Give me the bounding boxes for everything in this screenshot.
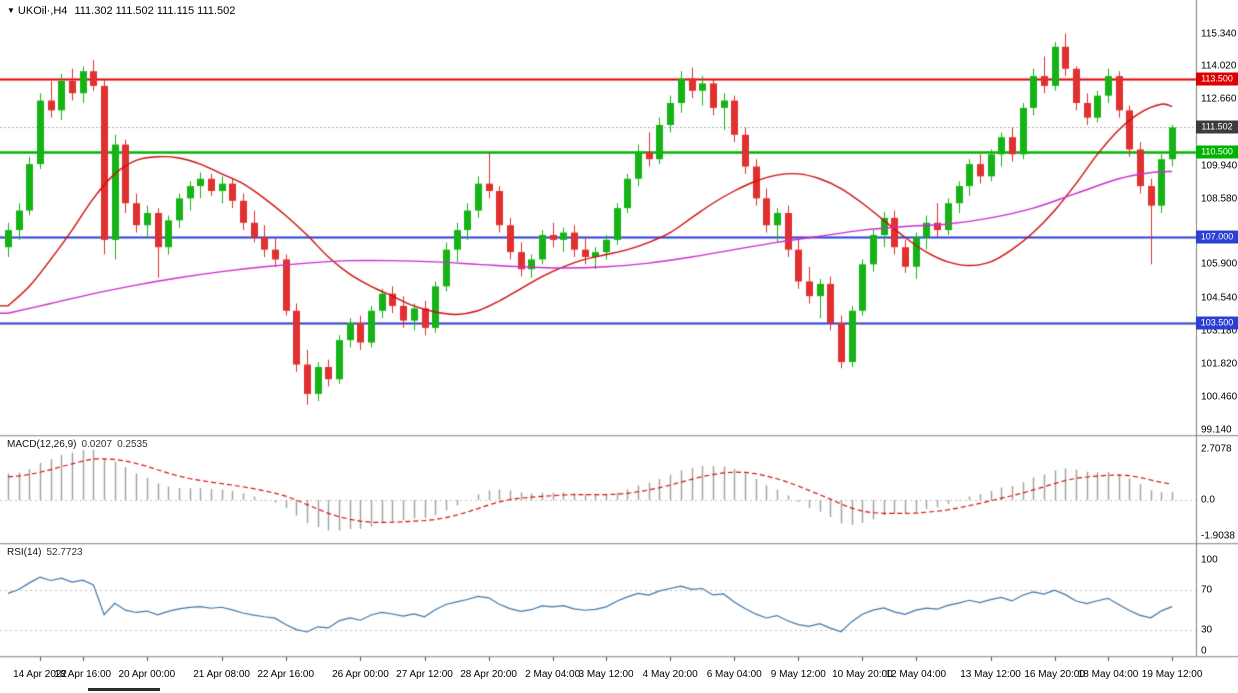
rsi-axis-label: 100 — [1201, 554, 1218, 566]
h-scrollbar[interactable] — [88, 688, 160, 691]
ohlc-values: 111.302 111.502 111.115 111.502 — [74, 5, 236, 17]
time-axis-label: 21 Apr 08:00 — [193, 669, 250, 680]
macd-value-signal: 0.2535 — [117, 439, 148, 450]
price-axis-label: 103.180 — [1201, 325, 1238, 337]
time-axis-label: 16 May 20:00 — [1024, 669, 1085, 680]
price-level-tag[interactable]: 103.500 — [1196, 316, 1238, 330]
time-axis-label: 27 Apr 12:00 — [396, 669, 453, 680]
time-axis-label: 13 May 12:00 — [960, 669, 1021, 680]
rsi-indicator-label: RSI(14) 52.7723 — [7, 547, 83, 558]
time-axis-label: 18 Apr 16:00 — [54, 669, 112, 680]
price-axis-label: 99.140 — [1201, 424, 1232, 436]
time-axis-label: 6 May 04:00 — [706, 669, 762, 680]
price-level-tag[interactable]: 107.000 — [1196, 230, 1238, 244]
price-axis-label: 104.540 — [1201, 292, 1238, 304]
time-axis-label: 28 Apr 20:00 — [460, 669, 517, 680]
price-axis-label: 101.820 — [1201, 358, 1238, 370]
price-level-tag[interactable]: 110.500 — [1196, 145, 1238, 159]
current-price-tag: 111.502 — [1196, 120, 1238, 134]
price-axis-label: 105.900 — [1201, 258, 1238, 270]
time-axis-label: 22 Apr 16:00 — [257, 669, 315, 680]
price-level-tag[interactable]: 113.500 — [1196, 72, 1238, 86]
macd-value-main: 0.0207 — [81, 439, 113, 450]
symbol-period-label: UKOil·,H4 — [17, 5, 68, 17]
rsi-axis-label: 30 — [1201, 624, 1213, 636]
time-axis-label: 26 Apr 00:00 — [332, 669, 389, 680]
price-axis-label: 108.580 — [1201, 193, 1238, 205]
macd-indicator-label: MACD(12,26,9) 0.0207 0.2535 — [7, 439, 148, 450]
time-axis-label: 10 May 20:00 — [832, 669, 893, 680]
price-axis-label: 100.460 — [1201, 391, 1238, 403]
time-axis-label: 4 May 20:00 — [642, 669, 698, 680]
macd-axis-label: -1.9038 — [1201, 530, 1235, 541]
rsi-axis-label: 0 — [1201, 645, 1207, 657]
time-axis-label: 14 Apr 2022 — [13, 669, 67, 680]
rsi-axis-label: 70 — [1201, 584, 1213, 596]
chart-title: ▼ UKOil·,H4 111.302 111.502 111.115 111.50… — [7, 5, 235, 17]
price-axis-label: 112.660 — [1201, 93, 1237, 105]
time-axis-label: 9 May 12:00 — [770, 669, 826, 680]
price-axis-label: 109.940 — [1201, 160, 1238, 172]
time-axis-label: 20 Apr 00:00 — [118, 669, 176, 680]
rsi-value: 52.7723 — [46, 547, 83, 558]
macd-name: MACD(12,26,9) — [7, 439, 77, 450]
rsi-name: RSI(14) — [7, 547, 42, 558]
time-axis-label: 12 May 04:00 — [885, 669, 947, 680]
symbol-dropdown-icon[interactable]: ▼ — [7, 6, 15, 15]
macd-axis-label: 0.0 — [1201, 494, 1215, 506]
time-axis-label: 3 May 12:00 — [578, 669, 634, 680]
price-axis-label: 115.340 — [1201, 28, 1237, 40]
time-axis-label: 2 May 04:00 — [525, 669, 581, 680]
macd-axis-label: 2.7078 — [1201, 443, 1232, 455]
time-axis-label: 18 May 04:00 — [1077, 669, 1139, 680]
price-axis-label: 114.020 — [1201, 60, 1237, 72]
time-axis-label: 19 May 12:00 — [1141, 669, 1203, 680]
